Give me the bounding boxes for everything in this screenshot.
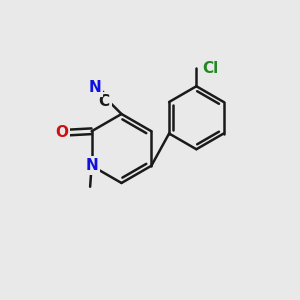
- Text: N: N: [85, 158, 98, 173]
- Text: O: O: [55, 125, 68, 140]
- Text: N: N: [88, 80, 101, 95]
- Text: C: C: [98, 94, 110, 109]
- Text: Cl: Cl: [202, 61, 218, 76]
